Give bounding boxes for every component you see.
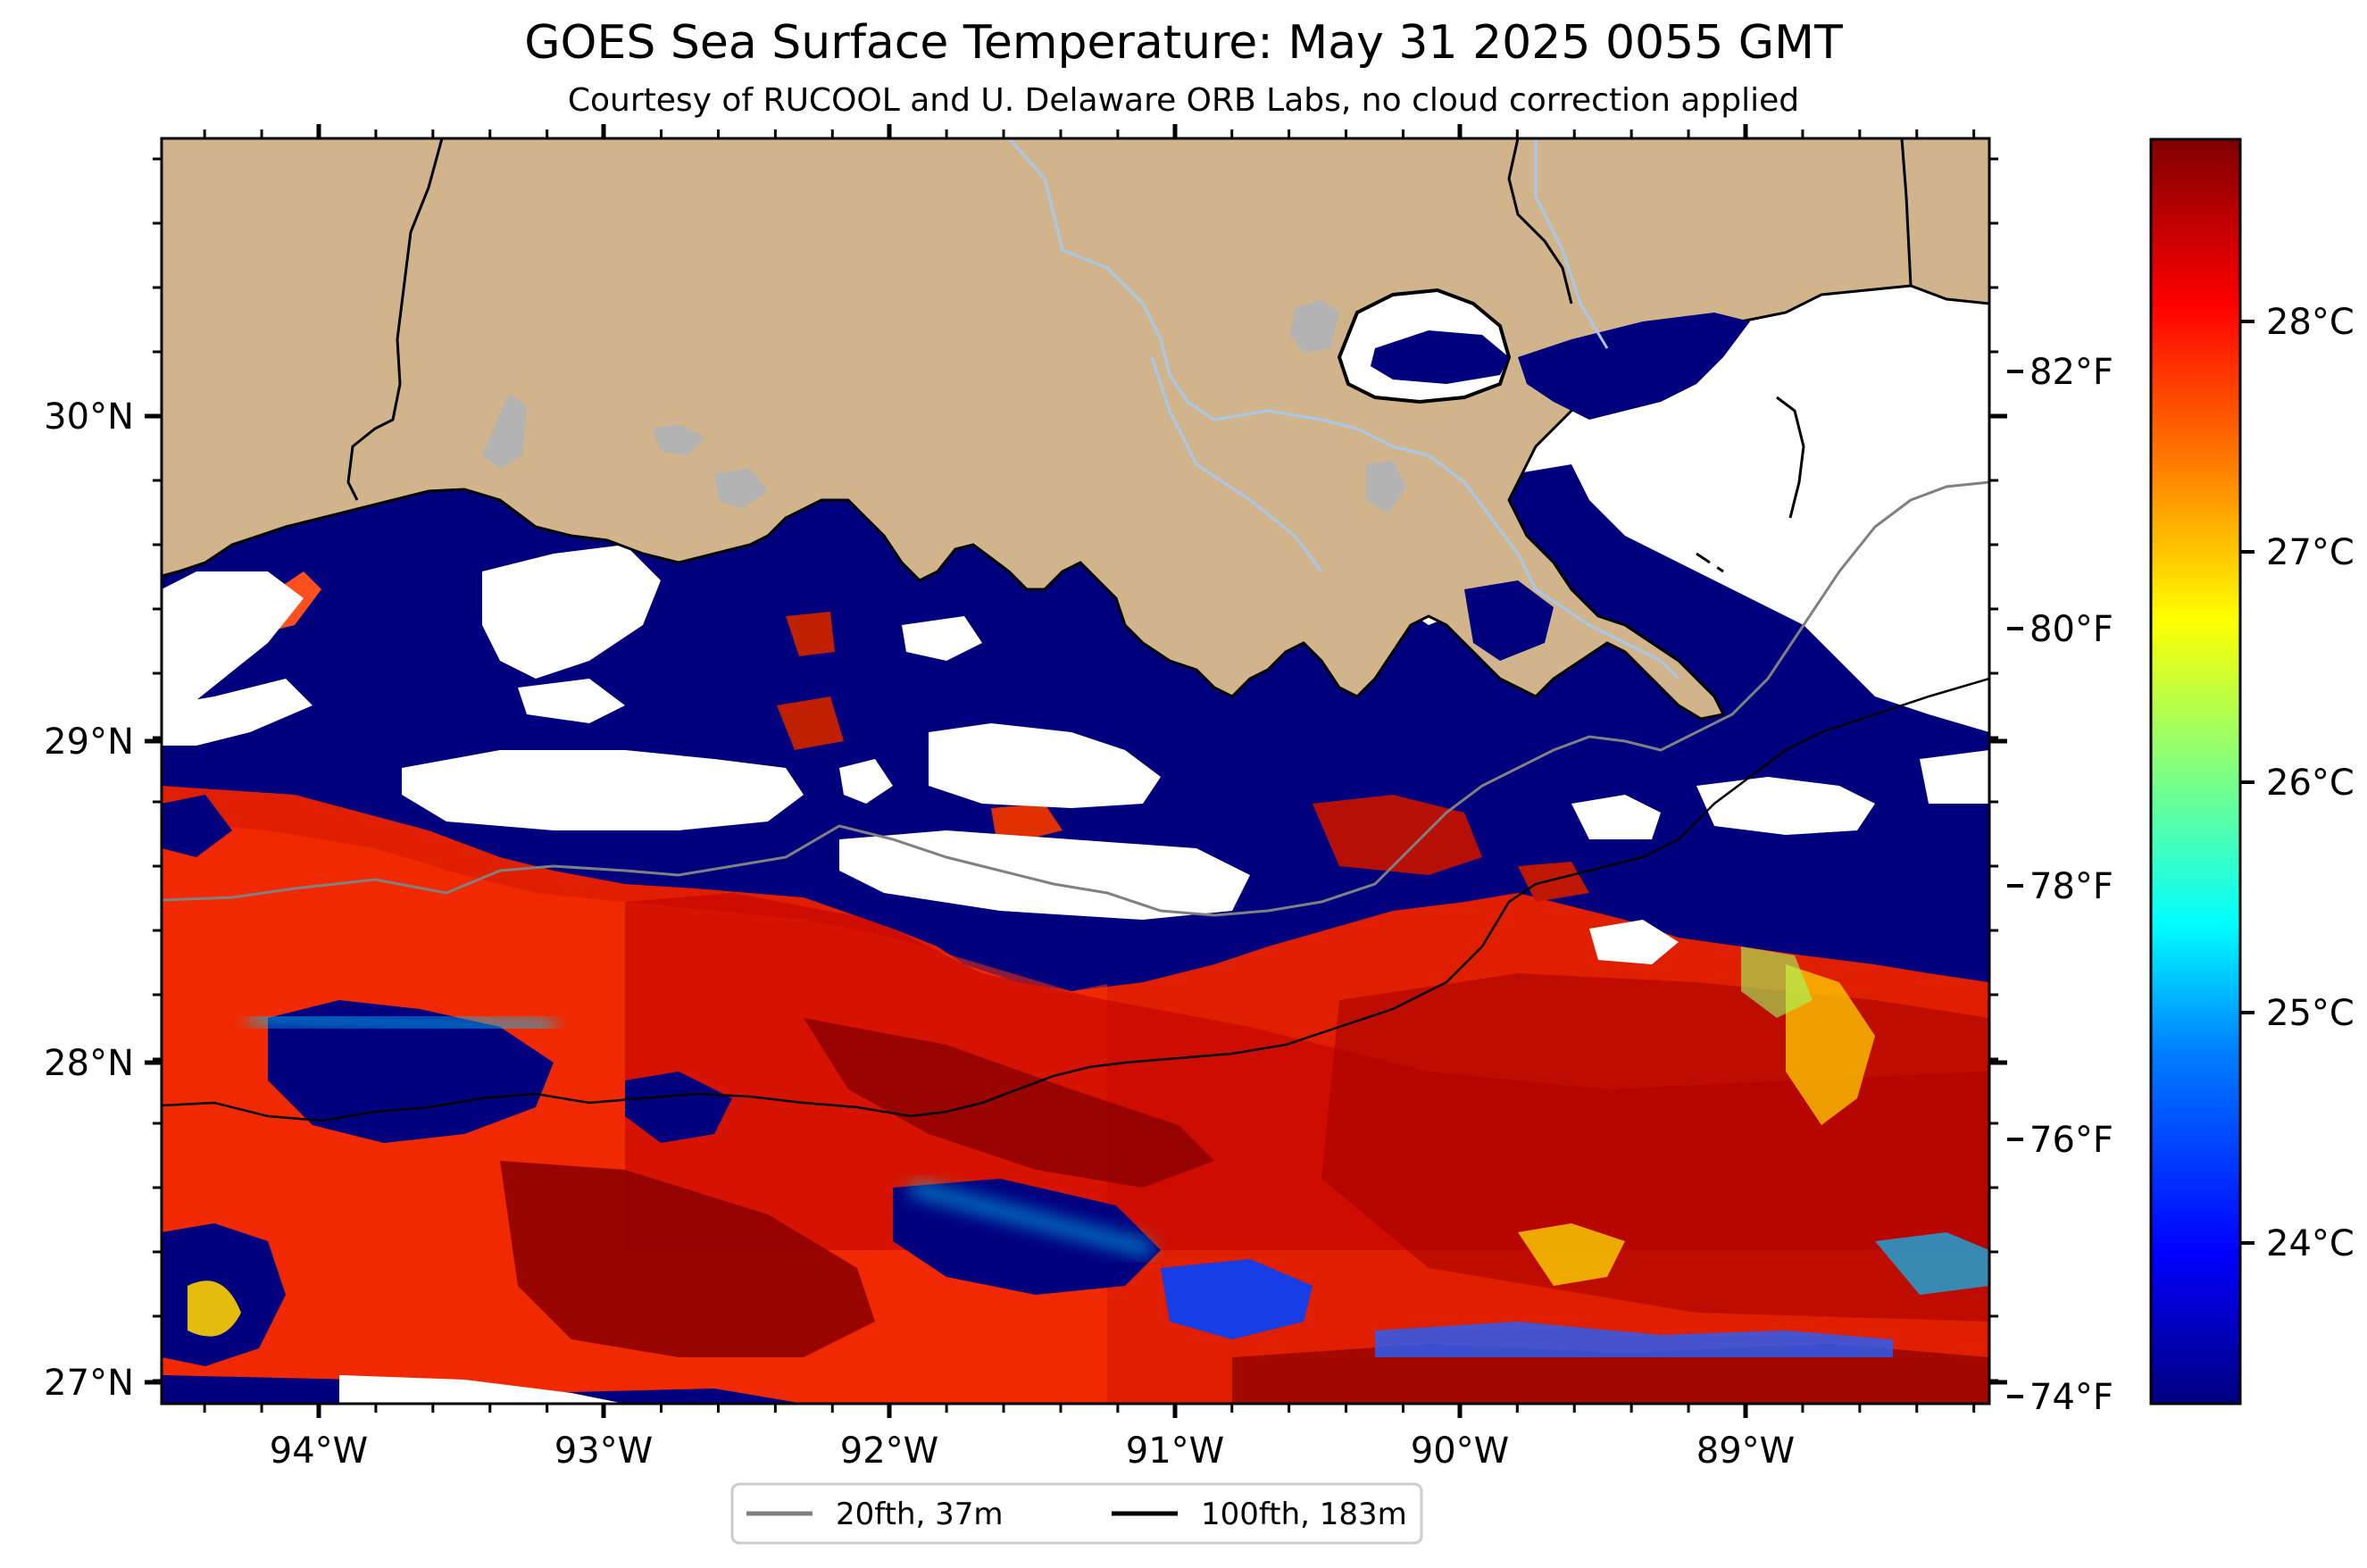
celsius-labels: 28°C 27°C 26°C 25°C 24°C — [2266, 302, 2354, 1264]
sst-warm-field — [162, 781, 1989, 1404]
lon-label-94w: 94°W — [270, 1430, 368, 1472]
colorbar-gradient — [2149, 138, 2242, 1405]
label-26c: 26°C — [2266, 763, 2354, 804]
minor-ticks — [153, 129, 1998, 1413]
label-76f: 76°F — [2029, 1120, 2113, 1161]
label-74f: 74°F — [2029, 1377, 2113, 1418]
label-27c: 27°C — [2266, 532, 2354, 573]
lon-label-90w: 90°W — [1411, 1430, 1509, 1472]
label-78f: 78°F — [2029, 866, 2113, 907]
legend-label-20fth: 20fth, 37m — [836, 1497, 1004, 1532]
label-80f: 80°F — [2029, 609, 2113, 650]
land-mass — [162, 138, 1989, 721]
figure-title: GOES Sea Surface Temperature: May 31 202… — [524, 16, 1843, 70]
lake-cold-water — [1371, 330, 1509, 384]
lat-label-30n: 30°N — [44, 396, 134, 438]
legend-label-100fth: 100fth, 183m — [1201, 1497, 1407, 1532]
colorbar: 28°C 27°C 26°C 25°C 24°C — [2149, 138, 2354, 1405]
label-25c: 25°C — [2266, 993, 2354, 1034]
map-frame — [160, 137, 1991, 1405]
latitude-axis-labels: 30°N 29°N 28°N 27°N — [44, 396, 134, 1404]
isobath-20fth — [162, 480, 1989, 917]
label-24c: 24°C — [2266, 1223, 2354, 1264]
lat-label-27n: 27°N — [44, 1363, 134, 1404]
lon-label-91w: 91°W — [1126, 1430, 1224, 1472]
map-area — [162, 138, 1989, 1404]
river-mouth-cold-water — [1464, 580, 1554, 661]
isobath-legend: 20fth, 37m 100fth, 183m — [730, 1482, 1423, 1545]
colorbar-ticks — [2240, 320, 2254, 1245]
coastlines — [346, 138, 1913, 573]
longitude-axis-labels: 94°W 93°W 92°W 91°W 90°W 89°W — [270, 1430, 1795, 1472]
isobath-100fth — [162, 677, 1989, 1122]
fahrenheit-ticks — [2007, 370, 2023, 1398]
rivers — [1007, 138, 1680, 680]
sst-cold-patches — [162, 795, 1989, 1404]
sound-cold-water — [1518, 313, 1750, 420]
lon-label-93w: 93°W — [554, 1430, 653, 1472]
legend-box — [730, 1482, 1423, 1545]
label-28c: 28°C — [2266, 302, 2354, 343]
lat-label-29n: 29°N — [44, 721, 134, 763]
lon-label-89w: 89°W — [1696, 1430, 1795, 1472]
label-82f: 82°F — [2029, 352, 2113, 393]
figure-subtitle: Courtesy of RUCOOL and U. Delaware ORB L… — [567, 82, 1800, 119]
fahrenheit-labels: 82°F 80°F 78°F 76°F 74°F — [2029, 352, 2113, 1418]
inland-lakes — [482, 299, 1406, 513]
lat-label-28n: 28°N — [44, 1043, 134, 1084]
lon-label-92w: 92°W — [840, 1430, 938, 1472]
